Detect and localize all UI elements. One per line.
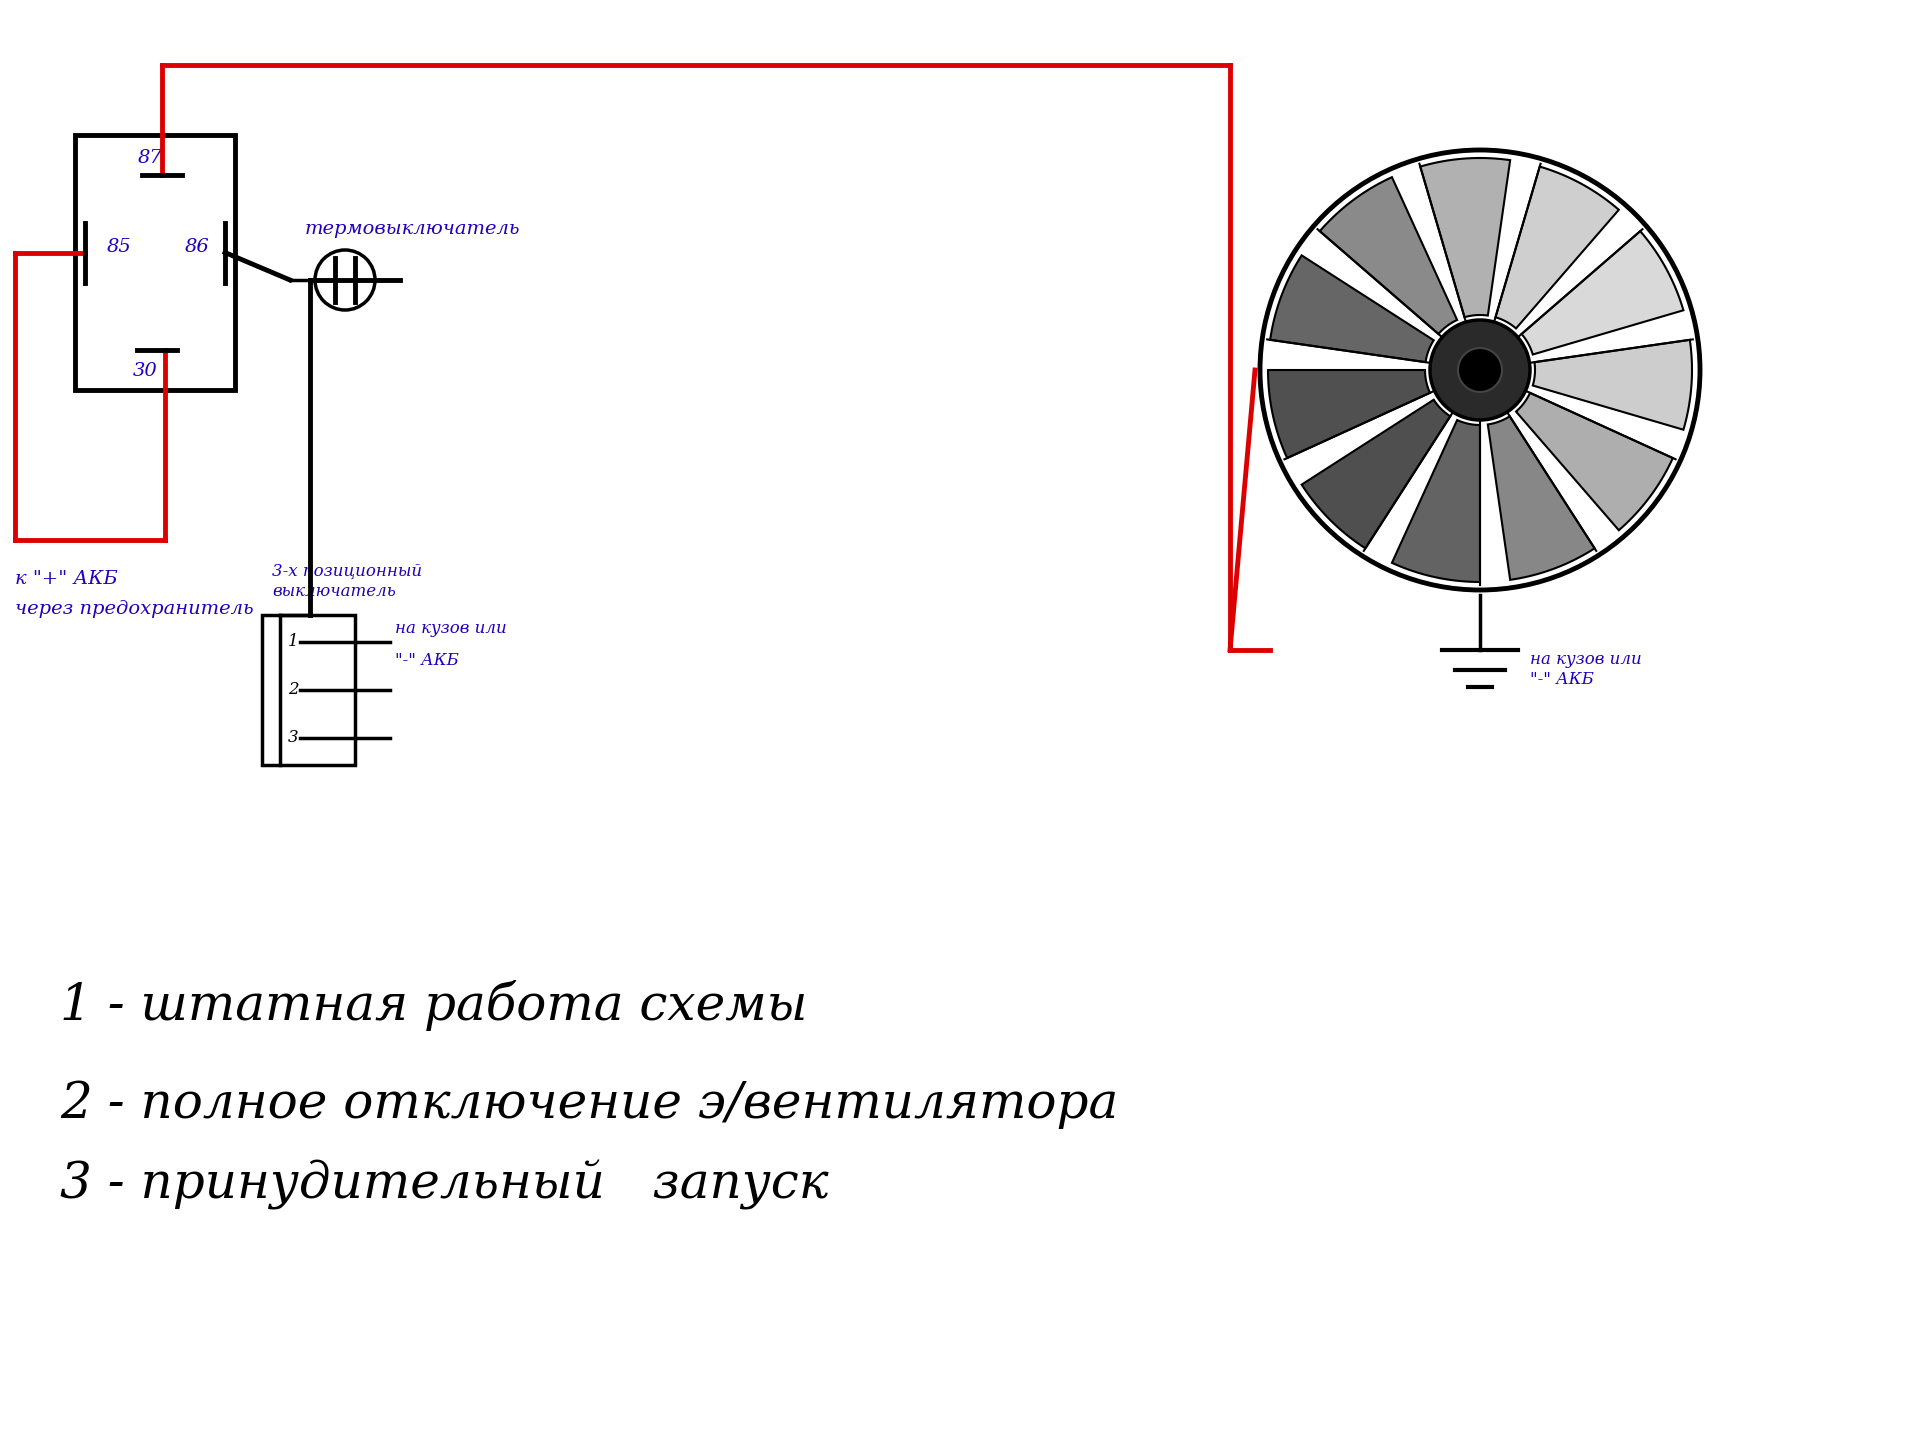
- Polygon shape: [1271, 255, 1434, 363]
- Polygon shape: [1517, 393, 1672, 530]
- Polygon shape: [1496, 167, 1619, 328]
- Text: на кузов или: на кузов или: [1530, 651, 1642, 668]
- Polygon shape: [1421, 158, 1511, 317]
- Polygon shape: [1302, 400, 1450, 549]
- Text: на кузов или: на кузов или: [396, 621, 507, 636]
- Polygon shape: [1267, 370, 1430, 458]
- Text: 3-х позиционный: 3-х позиционный: [273, 563, 422, 580]
- Text: "-" АКБ: "-" АКБ: [1530, 671, 1594, 688]
- Text: 30: 30: [132, 361, 157, 380]
- Polygon shape: [1532, 340, 1692, 429]
- Polygon shape: [1488, 416, 1596, 580]
- Text: 86: 86: [184, 239, 209, 256]
- Text: через предохранитель: через предохранитель: [15, 600, 253, 618]
- Text: выключатель: выключатель: [273, 583, 396, 600]
- Polygon shape: [1521, 232, 1684, 354]
- Text: 2: 2: [288, 681, 300, 698]
- Polygon shape: [1319, 177, 1457, 334]
- Text: 1: 1: [288, 634, 300, 651]
- Text: к "+" АКБ: к "+" АКБ: [15, 570, 117, 588]
- Text: 1 - штатная работа схемы: 1 - штатная работа схемы: [60, 981, 808, 1031]
- Bar: [261, 615, 355, 765]
- Text: термовыключатель: термовыключатель: [305, 220, 520, 238]
- Text: 87: 87: [138, 148, 163, 167]
- Text: 2 - полное отключение э/вентилятора: 2 - полное отключение э/вентилятора: [60, 1080, 1117, 1129]
- Polygon shape: [1392, 420, 1480, 582]
- Text: 3: 3: [288, 730, 300, 746]
- Circle shape: [1430, 320, 1530, 420]
- Circle shape: [1457, 348, 1501, 392]
- Text: 85: 85: [108, 239, 132, 256]
- Bar: [75, 135, 234, 390]
- Text: 3 - принудительный   запуск: 3 - принудительный запуск: [60, 1161, 829, 1210]
- Text: "-" АКБ: "-" АКБ: [396, 652, 459, 670]
